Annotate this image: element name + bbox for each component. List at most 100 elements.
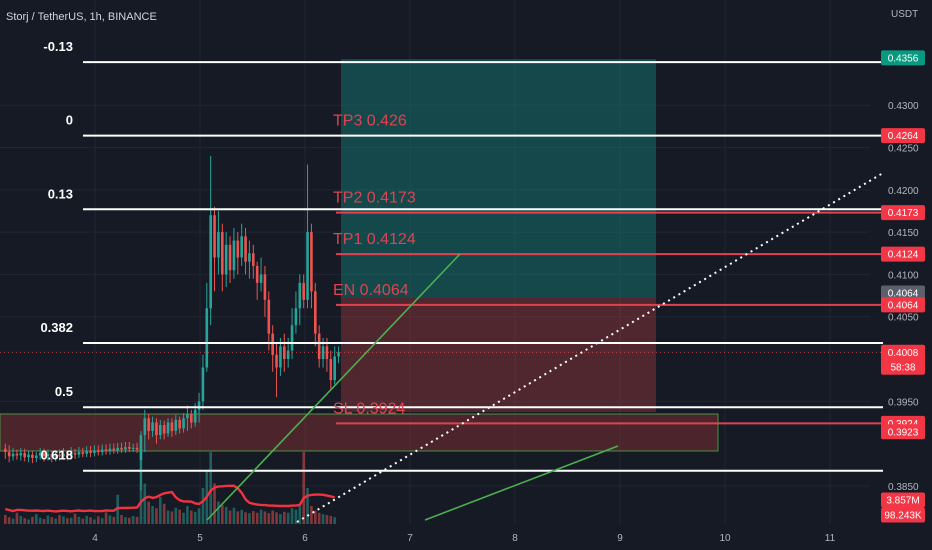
- volume-bar: [317, 512, 321, 524]
- volume-bar: [50, 517, 54, 524]
- candle-body: [42, 452, 46, 457]
- candle-body: [259, 274, 263, 283]
- time-axis[interactable]: 4 5 6 7 8 9 10 11: [92, 533, 835, 544]
- volume-bar: [302, 452, 305, 524]
- candle-body: [209, 215, 212, 309]
- candle-body: [120, 447, 123, 450]
- volume-bar: [329, 515, 333, 524]
- volume-bar: [131, 515, 135, 524]
- candle-body: [193, 409, 197, 423]
- volume-bar: [38, 517, 42, 524]
- volume-bar: [217, 501, 220, 524]
- candle-body: [143, 418, 147, 436]
- volume-bar: [333, 517, 336, 524]
- candle-body: [248, 253, 251, 262]
- candle-body: [23, 452, 26, 458]
- candle-body: [58, 454, 61, 457]
- price-tick-label: 0.3950: [888, 397, 919, 408]
- candle-body: [217, 232, 220, 258]
- trade-level-labels: TP3 0.426 TP2 0.4173 TP1 0.4124 EN 0.4064 SL…: [333, 113, 416, 418]
- price-tag-countdown: 58:38: [890, 362, 915, 373]
- volume-bar: [244, 512, 247, 524]
- volume-bars: [4, 452, 336, 524]
- volume-bar: [73, 513, 77, 524]
- fib-level-label: 0: [66, 113, 73, 128]
- trade-level-label: EN 0.4064: [333, 282, 409, 299]
- candle-body: [15, 453, 19, 456]
- fib-level-label: 0.618: [40, 448, 73, 463]
- trade-level-label: SL 0.3924: [333, 400, 405, 417]
- candle-body: [77, 452, 81, 455]
- candle-body: [244, 236, 247, 262]
- volume-bar: [81, 518, 85, 524]
- candle-body: [197, 401, 201, 410]
- volume-bar: [321, 514, 325, 524]
- price-axis[interactable]: 0.4300 0.4250 0.4200 0.4150 0.4100 0.4050 0.39…: [888, 101, 919, 493]
- fib-level-labels: -0.13 0 0.13 0.382 0.5 0.618: [40, 39, 73, 463]
- candle-body: [38, 452, 42, 456]
- time-tick-label: 11: [825, 533, 836, 544]
- candle-body: [329, 359, 333, 381]
- price-tag-box: [881, 285, 925, 301]
- volume-bar: [193, 511, 197, 524]
- candlesticks: [4, 155, 340, 491]
- candle-body: [69, 452, 73, 456]
- price-tag-value: 0.4173: [888, 208, 919, 219]
- candle-body: [337, 352, 340, 357]
- candle-body: [19, 452, 23, 456]
- fib-level-label: -0.13: [43, 39, 73, 54]
- volume-bar: [35, 514, 38, 524]
- candle-body: [139, 435, 143, 461]
- volume-bar: [104, 512, 108, 524]
- candle-body: [89, 451, 92, 453]
- candle-body: [159, 425, 162, 436]
- volume-bar: [240, 510, 243, 524]
- candle-body: [147, 418, 150, 431]
- volume-tag-value: 3.857M: [886, 496, 919, 507]
- candle-body: [62, 453, 65, 457]
- candle-body: [325, 346, 329, 360]
- fib-level-label: 0.5: [55, 384, 73, 399]
- volume-bar: [27, 519, 30, 524]
- candle-body: [162, 425, 166, 434]
- candle-body: [310, 232, 313, 292]
- volume-bar: [4, 515, 7, 524]
- candle-body: [213, 215, 216, 258]
- volume-bar: [271, 510, 274, 524]
- candle-body: [205, 308, 209, 368]
- volume-bar: [23, 518, 26, 524]
- volume-bar: [190, 510, 193, 524]
- volume-bar: [139, 461, 143, 524]
- candle-body: [186, 414, 189, 419]
- candle-body: [104, 449, 108, 452]
- candle-body: [182, 418, 185, 429]
- volume-bar: [186, 506, 189, 524]
- candle-body: [66, 453, 69, 456]
- volume-bar: [93, 519, 96, 524]
- volume-bar: [259, 509, 263, 524]
- volume-bar: [69, 517, 73, 524]
- candle-body: [93, 450, 96, 453]
- fib-level-label: 0.13: [48, 186, 73, 201]
- volume-bar: [209, 452, 212, 524]
- time-tick-label: 5: [197, 533, 203, 544]
- candle-body: [108, 448, 112, 452]
- candle-body: [128, 447, 131, 449]
- candle-body: [333, 356, 336, 381]
- volume-bar: [46, 515, 50, 524]
- uptrend-line: [206, 253, 461, 521]
- volume-bar: [228, 510, 232, 524]
- candle-body: [252, 253, 255, 266]
- time-tick-label: 8: [512, 533, 518, 544]
- trendlines: [206, 172, 884, 523]
- volume-bar: [112, 516, 116, 524]
- volume-ma-line: [4, 484, 336, 513]
- volume-bar: [232, 507, 236, 524]
- price-tick-label: 0.3850: [888, 482, 919, 493]
- candle-body: [31, 454, 34, 459]
- trade-level-label: TP2 0.4173: [333, 190, 416, 207]
- volume-tag-box: [881, 492, 925, 508]
- price-tag-value: 0.4008: [888, 348, 919, 359]
- stop-loss-zone: [341, 298, 656, 412]
